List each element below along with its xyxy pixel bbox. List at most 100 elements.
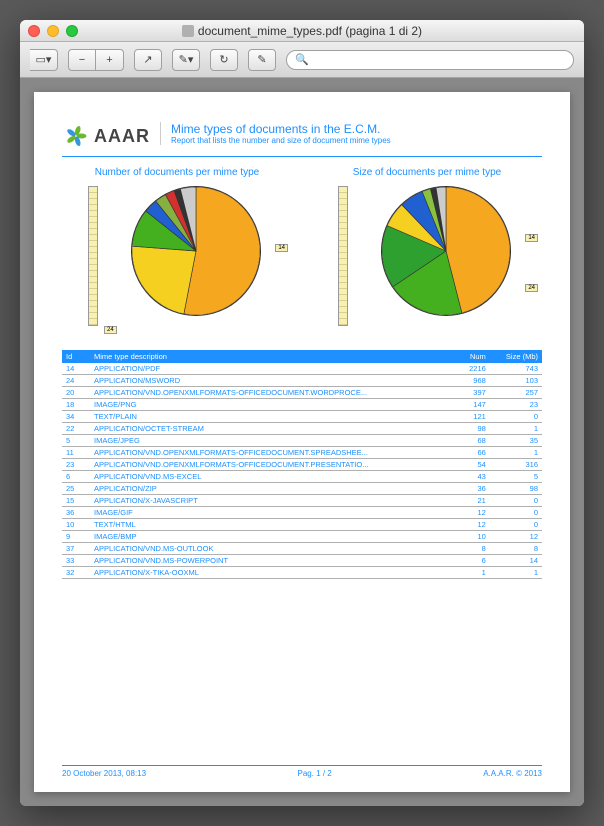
table-header-cell: Id — [62, 350, 90, 363]
pie-left — [131, 186, 261, 316]
table-cell: 23 — [490, 399, 542, 411]
table-cell: APPLICATION/VND.MS-OUTLOOK — [90, 543, 458, 555]
zoom-in-button[interactable]: + — [96, 49, 124, 71]
table-row: 11APPLICATION/VND.OPENXMLFORMATS-OFFICED… — [62, 447, 542, 459]
table-row: 24APPLICATION/MSWORD968103 — [62, 375, 542, 387]
table-cell: 20 — [62, 387, 90, 399]
toolbar: ▭▾ − + ↗ ✎▾ ↻ ✎ 🔍 — [20, 42, 584, 78]
callout-left-main: 14 — [275, 244, 288, 252]
zoom-out-button[interactable]: − — [68, 49, 96, 71]
table-cell: 98 — [458, 423, 490, 435]
table-cell: 32 — [62, 567, 90, 579]
table-cell: 36 — [458, 483, 490, 495]
table-row: 9IMAGE/BMP1012 — [62, 531, 542, 543]
chart-left: Number of documents per mime type 14 24 — [62, 167, 292, 336]
table-header-cell: Size (Mb) — [490, 350, 542, 363]
table-cell: APPLICATION/VND.OPENXMLFORMATS-OFFICEDOC… — [90, 459, 458, 471]
table-cell: 12 — [458, 507, 490, 519]
table-cell: 121 — [458, 411, 490, 423]
table-row: 22APPLICATION/OCTET-STREAM981 — [62, 423, 542, 435]
charts-row: Number of documents per mime type 14 24 … — [62, 167, 542, 336]
table-cell: IMAGE/GIF — [90, 507, 458, 519]
report-header: AAAR Mime types of documents in the E.C.… — [62, 122, 542, 157]
table-cell: 35 — [490, 435, 542, 447]
chart-left-title: Number of documents per mime type — [62, 167, 292, 178]
table-row: 25APPLICATION/ZIP3698 — [62, 483, 542, 495]
footer-date: 20 October 2013, 08:13 — [62, 769, 146, 778]
footer-page: Pag. 1 / 2 — [298, 769, 332, 778]
title-text: document_mime_types.pdf (pagina 1 di 2) — [198, 24, 422, 38]
table-cell: 1 — [490, 423, 542, 435]
table-cell: 34 — [62, 411, 90, 423]
page-container: AAAR Mime types of documents in the E.C.… — [20, 78, 584, 806]
table-cell: 14 — [62, 363, 90, 375]
table-cell: APPLICATION/VND.OPENXMLFORMATS-OFFICEDOC… — [90, 387, 458, 399]
table-cell: 0 — [490, 507, 542, 519]
table-row: 37APPLICATION/VND.MS-OUTLOOK88 — [62, 543, 542, 555]
table-cell: 9 — [62, 531, 90, 543]
titlebar: document_mime_types.pdf (pagina 1 di 2) — [20, 20, 584, 42]
table-cell: APPLICATION/PDF — [90, 363, 458, 375]
table-cell: APPLICATION/X-JAVASCRIPT — [90, 495, 458, 507]
table-cell: 11 — [62, 447, 90, 459]
table-cell: 0 — [490, 519, 542, 531]
table-cell: 98 — [490, 483, 542, 495]
table-cell: 1 — [458, 567, 490, 579]
table-cell: 33 — [62, 555, 90, 567]
table-cell: APPLICATION/VND.MS-POWERPOINT — [90, 555, 458, 567]
header-text: Mime types of documents in the E.C.M. Re… — [160, 122, 391, 145]
pie-right — [381, 186, 511, 316]
table-cell: 37 — [62, 543, 90, 555]
table-cell: 12 — [490, 531, 542, 543]
table-cell: 743 — [490, 363, 542, 375]
table-cell: 21 — [458, 495, 490, 507]
footer-copyright: A.A.A.R. © 2013 — [483, 769, 542, 778]
table-row: 36IMAGE/GIF120 — [62, 507, 542, 519]
table-cell: APPLICATION/OCTET-STREAM — [90, 423, 458, 435]
legend-strip-left — [88, 186, 98, 326]
window-title: document_mime_types.pdf (pagina 1 di 2) — [20, 24, 584, 38]
table-header-cell: Num — [458, 350, 490, 363]
table-cell: 147 — [458, 399, 490, 411]
search-icon: 🔍 — [295, 53, 309, 66]
table-cell: 25 — [62, 483, 90, 495]
table-cell: 15 — [62, 495, 90, 507]
table-cell: 257 — [490, 387, 542, 399]
table-cell: 1 — [490, 447, 542, 459]
table-row: 14APPLICATION/PDF2216743 — [62, 363, 542, 375]
view-mode-button[interactable]: ▭▾ — [30, 49, 58, 71]
callout-left-sub: 24 — [104, 326, 117, 334]
highlight-button[interactable]: ✎▾ — [172, 49, 200, 71]
table-cell: 36 — [62, 507, 90, 519]
table-cell: 0 — [490, 411, 542, 423]
table-cell: APPLICATION/X-TIKA-OOXML — [90, 567, 458, 579]
table-cell: TEXT/HTML — [90, 519, 458, 531]
table-cell: 10 — [62, 519, 90, 531]
pie-right-wrap: 14 24 — [312, 186, 542, 336]
logo-text: AAAR — [94, 126, 150, 147]
rotate-button[interactable]: ↻ — [210, 49, 238, 71]
table-cell: APPLICATION/VND.MS-EXCEL — [90, 471, 458, 483]
callout-right-sub: 24 — [525, 284, 538, 292]
table-cell: IMAGE/BMP — [90, 531, 458, 543]
table-cell: 12 — [458, 519, 490, 531]
table-cell: APPLICATION/ZIP — [90, 483, 458, 495]
table-row: 15APPLICATION/X-JAVASCRIPT210 — [62, 495, 542, 507]
logo-icon — [62, 122, 90, 150]
markup-button[interactable]: ✎ — [248, 49, 276, 71]
share-button[interactable]: ↗ — [134, 49, 162, 71]
table-cell: 1 — [490, 567, 542, 579]
table-row: 23APPLICATION/VND.OPENXMLFORMATS-OFFICED… — [62, 459, 542, 471]
table-cell: 8 — [490, 543, 542, 555]
table-cell: 54 — [458, 459, 490, 471]
table-cell: 5 — [62, 435, 90, 447]
table-cell: APPLICATION/MSWORD — [90, 375, 458, 387]
search-input[interactable]: 🔍 — [286, 50, 574, 70]
pie-left-wrap: 14 24 — [62, 186, 292, 336]
report-subtitle: Report that lists the number and size of… — [171, 136, 391, 145]
table-cell: 6 — [62, 471, 90, 483]
table-row: 6APPLICATION/VND.MS-EXCEL435 — [62, 471, 542, 483]
legend-strip-right — [338, 186, 348, 326]
table-row: 18IMAGE/PNG14723 — [62, 399, 542, 411]
table-cell: 24 — [62, 375, 90, 387]
